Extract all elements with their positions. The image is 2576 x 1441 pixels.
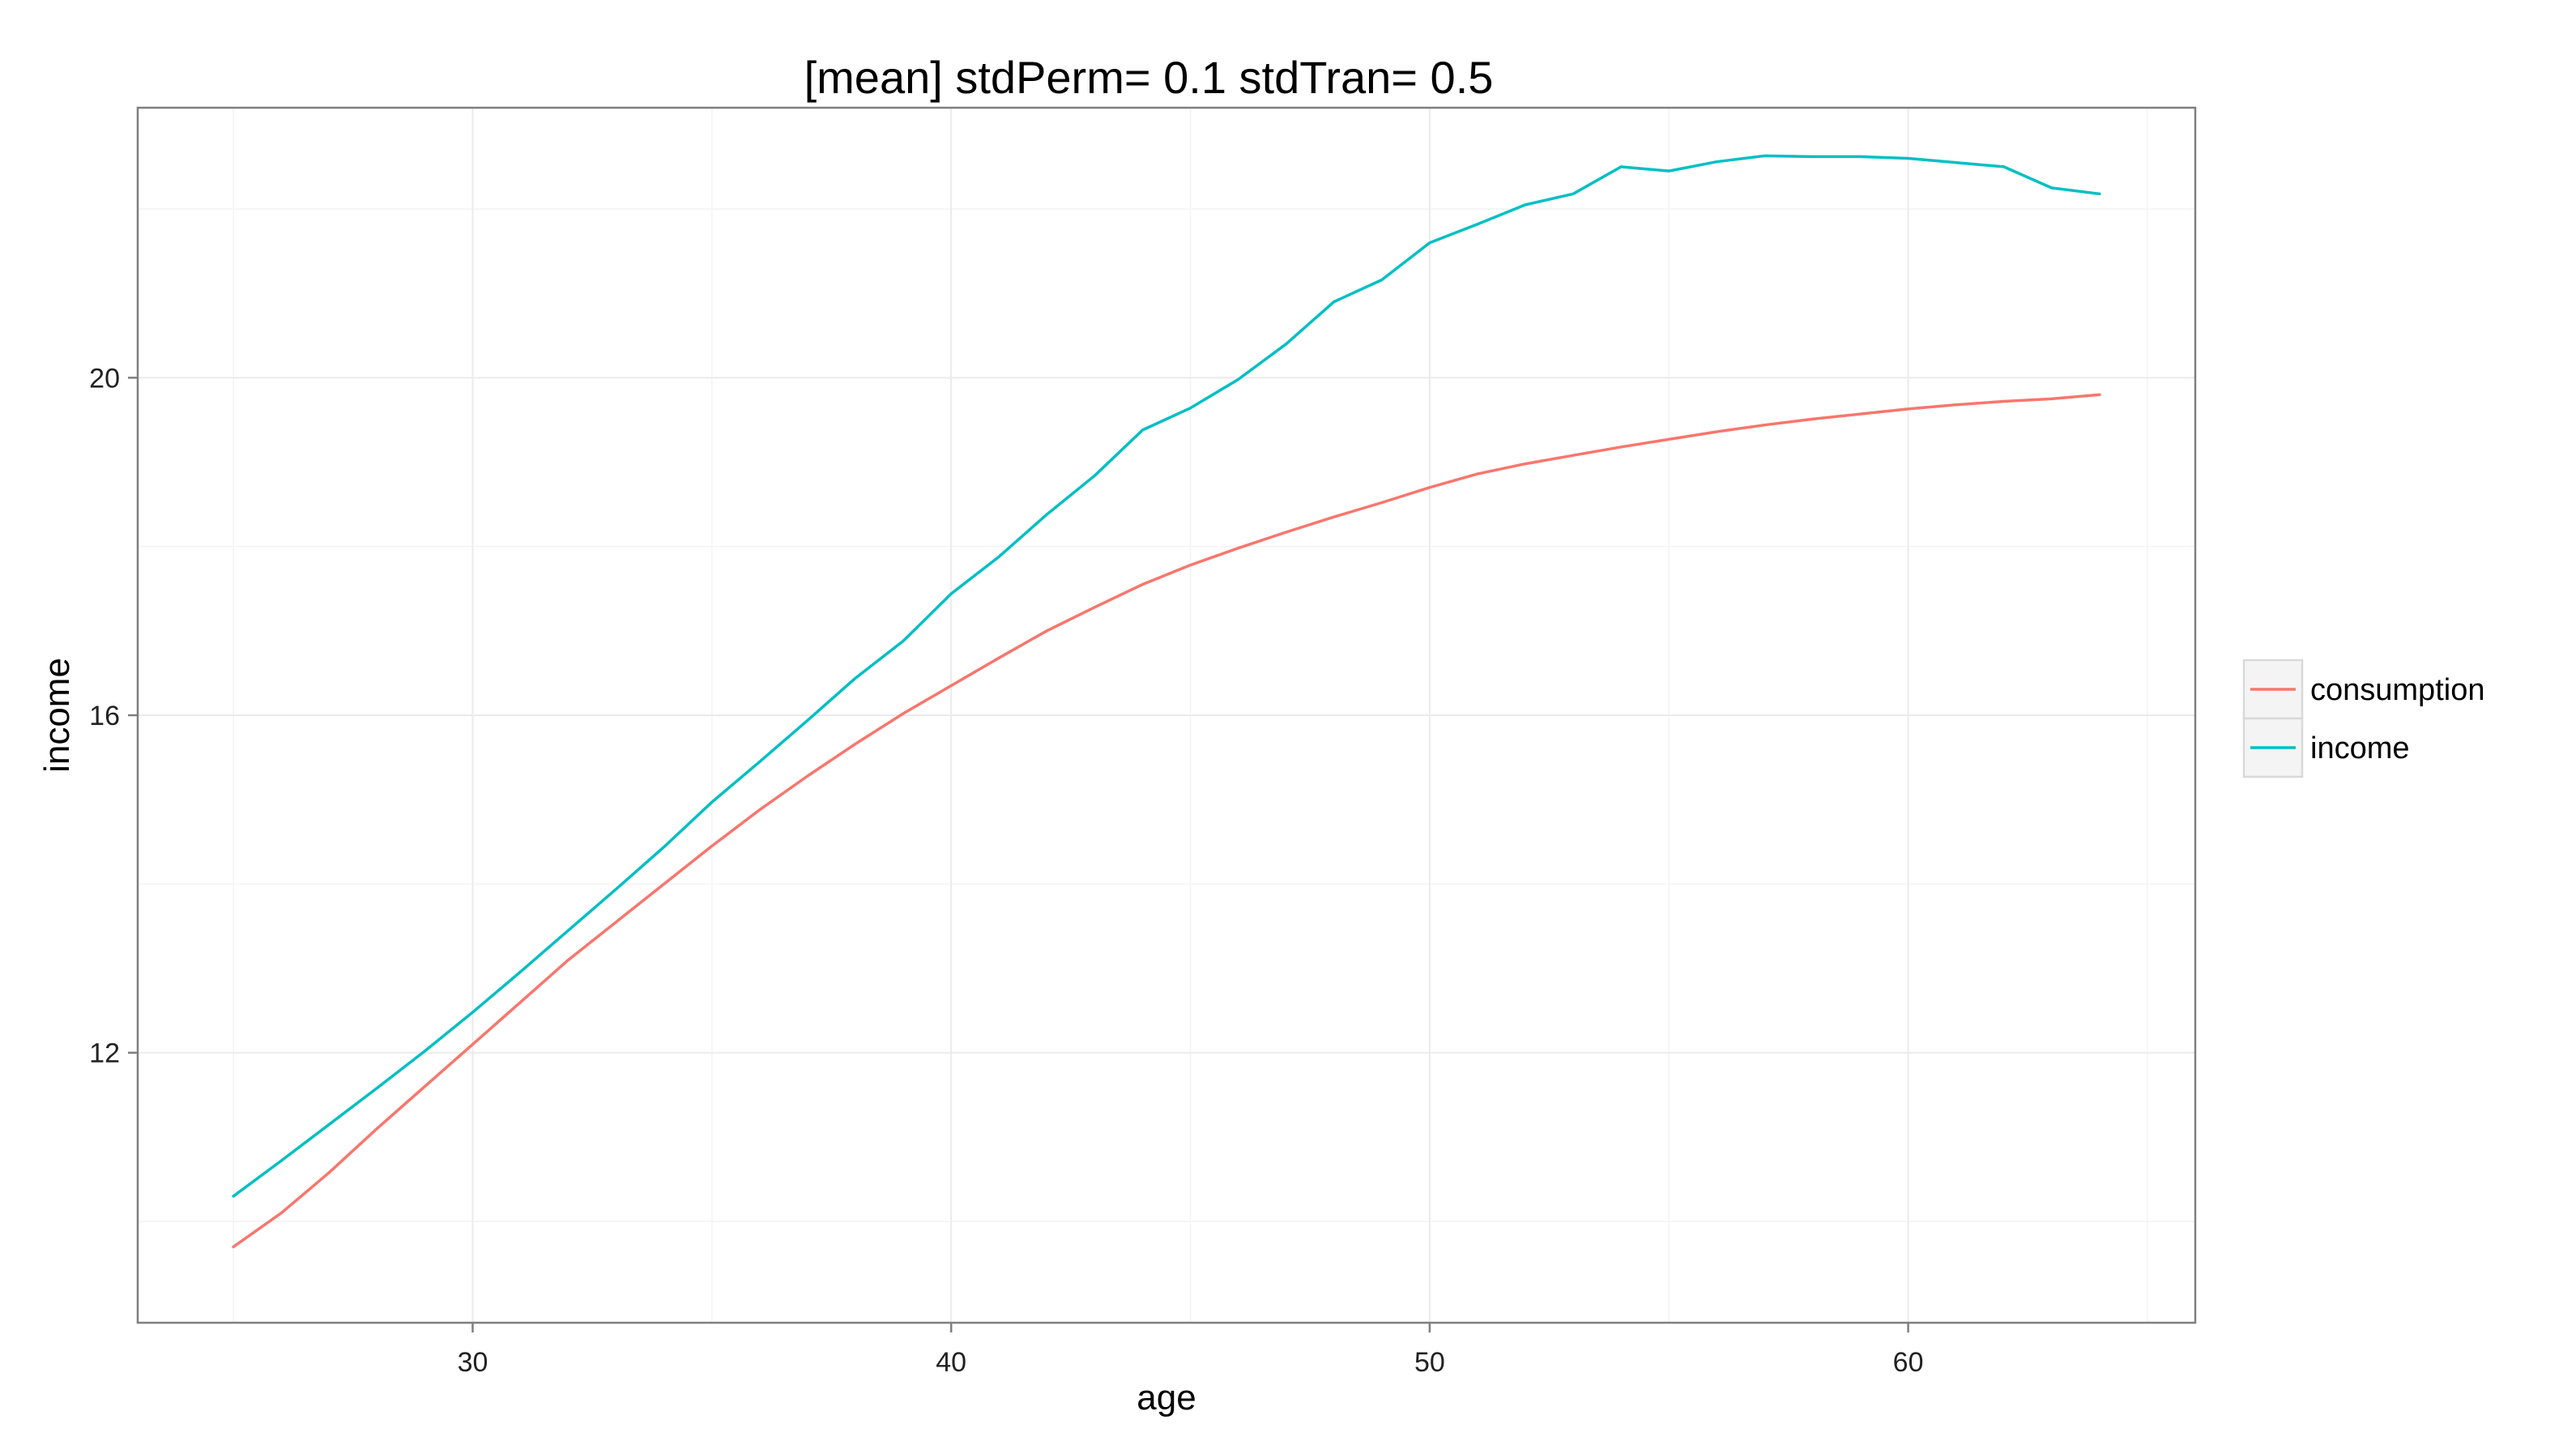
x-tick-label: 30 bbox=[458, 1347, 488, 1378]
x-tick-label: 40 bbox=[936, 1347, 966, 1378]
major-gridlines bbox=[138, 108, 2195, 1323]
x-tick-label: 60 bbox=[1893, 1347, 1924, 1378]
y-tick-label: 20 bbox=[89, 363, 120, 394]
legend-label-income: income bbox=[2310, 731, 2410, 765]
y-tick-label: 16 bbox=[89, 701, 120, 731]
series-line-income bbox=[232, 154, 2101, 1198]
chart-title: [mean] stdPerm= 0.1 stdTran= 0.5 bbox=[804, 52, 1494, 103]
series-line-consumption bbox=[232, 393, 2101, 1249]
legend: consumption income bbox=[2242, 659, 2484, 778]
y-tick-label: 12 bbox=[89, 1038, 120, 1069]
legend-label-consumption: consumption bbox=[2310, 673, 2484, 707]
series-lines bbox=[232, 154, 2101, 1249]
x-tick-label: 50 bbox=[1414, 1347, 1445, 1378]
y-axis-ticks: 12 16 20 bbox=[89, 363, 138, 1069]
y-axis-label: income bbox=[37, 658, 77, 773]
x-axis-ticks: 30 40 50 60 bbox=[458, 1323, 1924, 1378]
x-axis-label: age bbox=[1137, 1378, 1196, 1418]
